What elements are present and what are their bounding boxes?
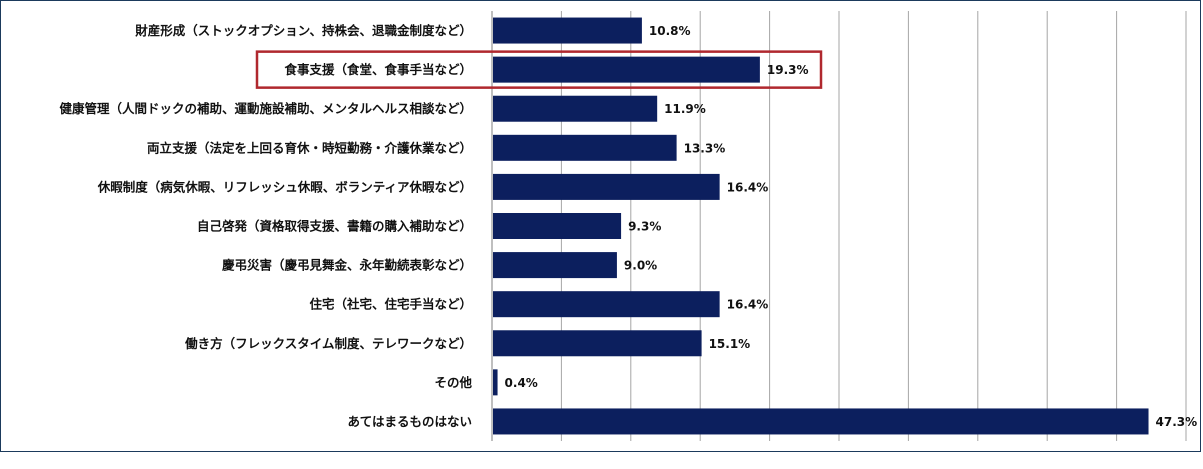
bar [493,291,720,318]
bar [493,369,498,396]
bar [493,408,1149,435]
highlight-rectangle [255,50,823,89]
value-label: 0.4% [505,376,538,390]
value-label: 11.9% [664,102,706,116]
bar [493,252,617,279]
value-label: 10.8% [649,24,691,38]
value-label: 13.3% [684,141,726,155]
category-labels: 財産形成（ストックオプション、持株会、退職金制度など） 食事支援（食堂、食事手当な… [59,23,472,429]
value-labels: 10.8% 19.3% 11.9% 13.3% 16.4% 9.3% 9.0% 16.4% 15… [505,24,1198,429]
value-label: 16.4% [727,180,769,194]
bar [493,134,677,161]
category-label: 両立支援（法定を上回る育休・時短勤務・介護休業など） [147,140,472,155]
value-label: 9.3% [628,220,661,234]
grid-lines [491,11,1187,441]
bar [493,330,702,357]
chart-frame: 財産形成（ストックオプション、持株会、退職金制度など） 食事支援（食堂、食事手当な… [0,0,1201,452]
highlight-box [255,50,823,89]
category-label: 財産形成（ストックオプション、持株会、退職金制度など） [134,23,472,38]
category-label: 働き方（フレックスタイム制度、テレワークなど） [184,336,472,351]
category-label: 食事支援（食堂、食事手当など） [283,62,472,77]
category-label: 住宅（社宅、住宅手当など） [309,297,472,312]
bar [493,213,622,239]
value-label: 47.3% [1156,415,1198,429]
category-label: その他 [434,375,472,390]
category-label: 自己啓発（資格取得支援、書籍の購入補助など） [197,219,472,234]
value-label: 19.3% [767,63,809,77]
bar [493,56,760,83]
bar [493,95,658,122]
category-label: 慶弔災害（慶弔見舞金、永年勤続表彰など） [222,258,472,273]
value-label: 16.4% [727,298,769,312]
value-label: 9.0% [624,259,657,273]
bar-chart: 財産形成（ストックオプション、持株会、退職金制度など） 食事支援（食堂、食事手当な… [59,11,1198,441]
bar [493,17,642,44]
bar [493,173,720,200]
category-label: 休暇制度（病気休暇、リフレッシュ休暇、ボランティア休暇など） [97,179,472,194]
bars [493,17,1149,435]
category-label: 健康管理（人間ドックの補助、運動施設補助、メンタルヘルス相談など） [59,101,472,116]
value-label: 15.1% [709,337,751,351]
category-label: あてはまるものはない [347,414,472,429]
